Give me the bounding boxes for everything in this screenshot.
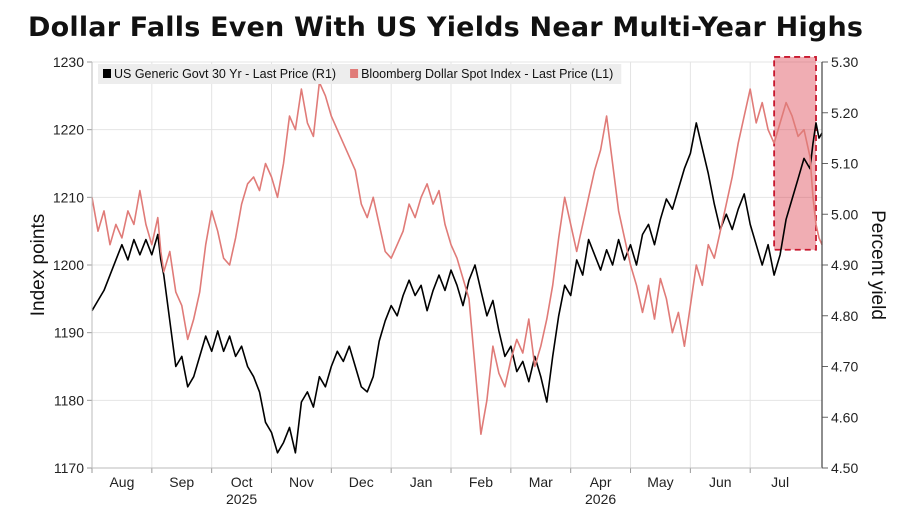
y-right-tick-label: 4.50: [831, 460, 858, 476]
legend-entry: Bloomberg Dollar Spot Index - Last Price…: [361, 67, 613, 81]
x-tick-label: Dec: [349, 474, 374, 490]
y-right-tick-label: 4.90: [831, 257, 858, 273]
series-layer: [91, 81, 823, 454]
y-right-axis-title: Percent yield: [867, 210, 888, 320]
x-tick-label: May: [647, 474, 673, 490]
grid: [92, 61, 822, 469]
y-right-tick-label: 5.30: [831, 54, 858, 70]
legend-entry: US Generic Govt 30 Yr - Last Price (R1): [114, 67, 336, 81]
legend-swatch: [350, 69, 359, 78]
y-left-tick-label: 1210: [53, 189, 84, 205]
y-left-tick-label: 1190: [54, 325, 84, 341]
legend[interactable]: US Generic Govt 30 Yr - Last Price (R1) B…: [98, 64, 622, 84]
x-tick-label: Aug: [109, 474, 134, 490]
legend-swatch: [103, 69, 111, 78]
x-year-label: 2025: [226, 491, 257, 507]
x-tick-label: Mar: [529, 474, 553, 490]
y-right-tick-label: 4.60: [831, 409, 858, 425]
y-left-axis-title: Index points: [28, 214, 49, 316]
x-tick-label: Jun: [709, 474, 732, 490]
y-right-tick-label: 4.80: [831, 308, 858, 324]
x-year-label: 2026: [585, 491, 616, 507]
x-tick-label: Oct: [231, 474, 253, 490]
y-right-tick-label: 4.70: [831, 359, 858, 375]
y-left-tick-label: 1220: [53, 122, 84, 138]
x-tick-label: Nov: [289, 474, 314, 490]
axes: 1170 1180 1190 1200 1210 1220 1230 4.50 4.60 4.70…: [28, 54, 888, 507]
chart-title: Dollar Falls Even With US Yields Near Mu…: [28, 12, 864, 43]
y-right-tick-label: 5.10: [831, 156, 858, 172]
y-left-tick-label: 1230: [53, 54, 84, 70]
series-line-us-30yr-yield: [91, 122, 823, 454]
x-tick-label: Sep: [169, 474, 194, 490]
legend-background: [98, 64, 622, 84]
x-tick-label: Jul: [771, 474, 789, 490]
y-left-tick-label: 1180: [54, 392, 84, 408]
series-line-dollar-spot-index: [91, 81, 823, 435]
x-tick-label: Feb: [469, 474, 493, 490]
y-right-tick-label: 5.00: [831, 206, 858, 222]
x-tick-label: Jan: [410, 474, 433, 490]
y-left-tick-label: 1200: [53, 257, 84, 273]
y-left-tick-label: 1170: [54, 460, 84, 476]
x-tick-label: Apr: [590, 474, 612, 490]
y-right-tick-label: 5.20: [831, 105, 858, 121]
